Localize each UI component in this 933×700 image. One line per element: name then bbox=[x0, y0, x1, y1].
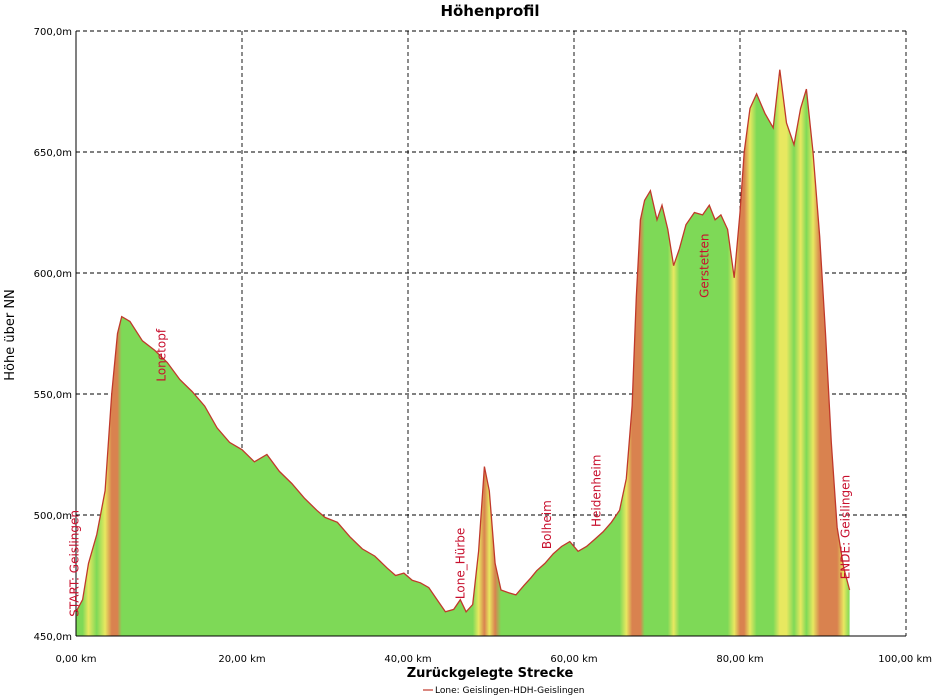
y-tick-label: 700,0m bbox=[34, 27, 72, 38]
elevation-area bbox=[75, 69, 851, 636]
x-tick-label: 60,00 km bbox=[550, 654, 597, 665]
elevation-fill bbox=[76, 69, 850, 636]
waypoint-label: Gerstetten bbox=[698, 234, 712, 298]
legend: Lone: Geislingen-HDH-Geislingen bbox=[423, 686, 585, 696]
x-tick-label: 100,00 km bbox=[878, 654, 932, 665]
y-tick-label: 600,0m bbox=[34, 269, 72, 280]
x-tick-label: 0,00 km bbox=[56, 654, 97, 665]
y-tick-label: 650,0m bbox=[34, 148, 72, 159]
x-tick-label: 80,00 km bbox=[716, 654, 763, 665]
x-tick-labels: 0,00 km 20,00 km 40,00 km 60,00 km 80,00 km 1… bbox=[56, 654, 932, 665]
elevation-line bbox=[75, 69, 851, 613]
waypoint-label: Lonetopf bbox=[155, 328, 169, 381]
y-tick-label: 450,0m bbox=[34, 632, 72, 643]
x-tick-label: 20,00 km bbox=[218, 654, 265, 665]
y-tick-labels: 450,0m 500,0m 550,0m 600,0m 650,0m 700,0m bbox=[34, 27, 72, 643]
x-tick-label: 40,00 km bbox=[384, 654, 431, 665]
waypoint-label: Heidenheim bbox=[590, 455, 604, 527]
waypoint-label: START: Geislingen bbox=[68, 510, 82, 617]
waypoint-label: Bolheim bbox=[540, 500, 554, 549]
y-axis-label: Höhe über NN bbox=[3, 289, 18, 381]
waypoint-annotations: START: Geislingen Lonetopf Lone_Hürbe Bolhe… bbox=[68, 234, 853, 617]
y-tick-label: 550,0m bbox=[34, 390, 72, 401]
axes bbox=[75, 31, 906, 637]
y-tick-label: 500,0m bbox=[34, 511, 72, 522]
waypoint-label: ENDE: Geislingen bbox=[839, 475, 853, 579]
chart-title: Höhenprofil bbox=[440, 2, 539, 20]
x-axis-label: Zurückgelegte Strecke bbox=[407, 666, 574, 681]
legend-label: Lone: Geislingen-HDH-Geislingen bbox=[435, 686, 585, 696]
waypoint-label: Lone_Hürbe bbox=[453, 528, 467, 599]
